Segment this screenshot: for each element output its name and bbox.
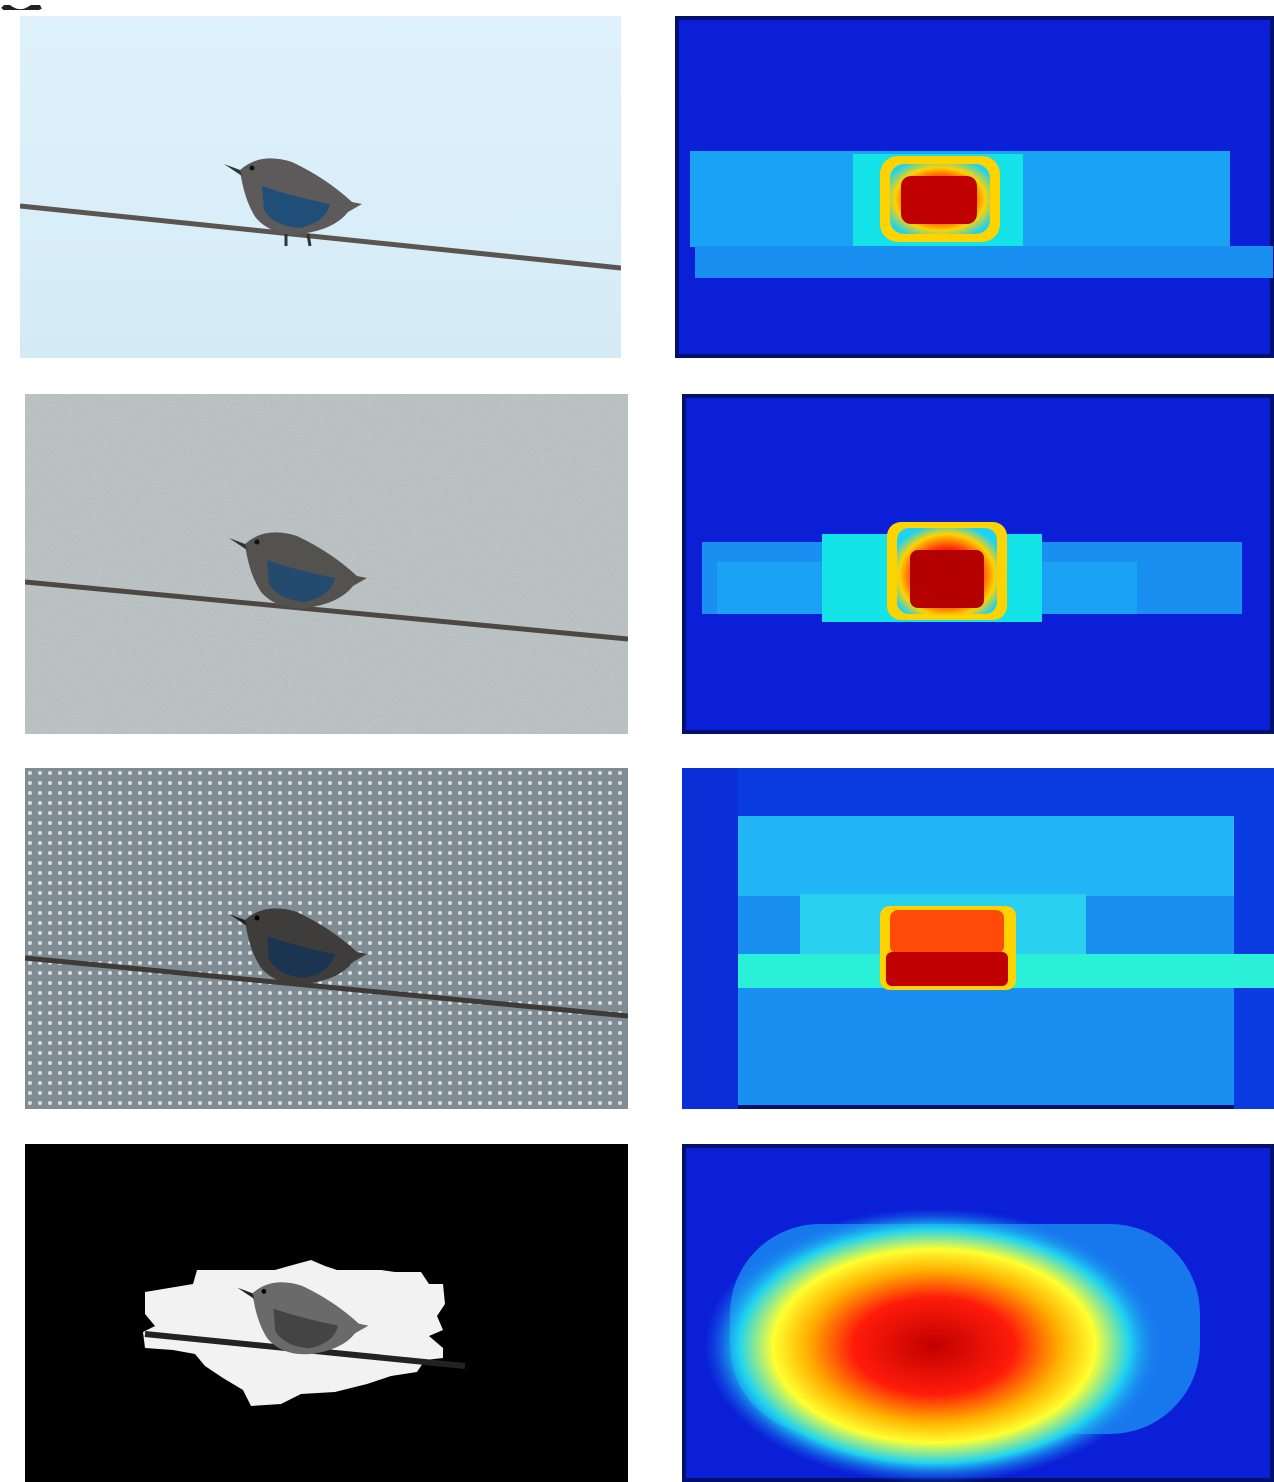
heatmap-original <box>675 16 1274 358</box>
heatmap-masked-salient-region <box>682 1144 1274 1482</box>
photo-masked-salient-region <box>25 1144 628 1482</box>
heatmap-dot-pattern <box>682 768 1274 1109</box>
bird <box>229 908 367 985</box>
photo-original <box>20 16 621 358</box>
bird <box>224 158 362 247</box>
cropped-label-fragment <box>0 0 60 10</box>
bird <box>229 532 367 609</box>
photo-gaussian-noise <box>25 394 628 734</box>
heatmap-gaussian-noise <box>682 394 1274 734</box>
photo-dot-pattern <box>25 768 628 1109</box>
